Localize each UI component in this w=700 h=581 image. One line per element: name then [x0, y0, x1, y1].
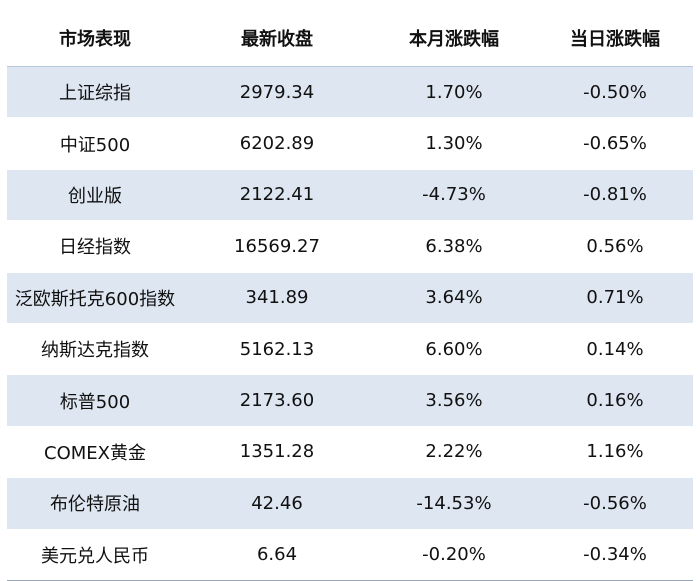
cell-market: 上证综指	[7, 66, 183, 119]
cell-latest-close: 5162.13	[183, 323, 371, 376]
market-performance-table: 市场表现 最新收盘 本月涨跌幅 当日涨跌幅 上证综指 2979.34 1.70%…	[7, 10, 693, 581]
cell-month-change: 1.70%	[371, 66, 537, 119]
cell-market: 中证500	[7, 117, 183, 170]
cell-month-change: 3.56%	[371, 374, 537, 427]
cell-month-change: -0.20%	[371, 529, 537, 581]
cell-latest-close: 2122.41	[183, 169, 371, 222]
cell-latest-close: 2979.34	[183, 66, 371, 119]
table-row: 标普500 2173.60 3.56% 0.16%	[7, 374, 693, 427]
cell-latest-close: 1351.28	[183, 426, 371, 479]
cell-latest-close: 16569.27	[183, 220, 371, 273]
table-row: 上证综指 2979.34 1.70% -0.50%	[7, 66, 693, 119]
cell-day-change: -0.56%	[537, 477, 693, 530]
cell-day-change: 0.71%	[537, 272, 693, 324]
cell-day-change: -0.81%	[537, 169, 693, 222]
table-row: 日经指数 16569.27 6.38% 0.56%	[7, 220, 693, 273]
cell-latest-close: 2173.60	[183, 374, 371, 427]
cell-month-change: 6.38%	[371, 220, 537, 273]
cell-day-change: 0.14%	[537, 323, 693, 376]
cell-month-change: 6.60%	[371, 323, 537, 376]
cell-day-change: -0.65%	[537, 117, 693, 170]
cell-market: 布伦特原油	[7, 477, 183, 530]
table-row: 纳斯达克指数 5162.13 6.60% 0.14%	[7, 323, 693, 376]
cell-market: 标普500	[7, 374, 183, 427]
table-row: 中证500 6202.89 1.30% -0.65%	[7, 117, 693, 170]
cell-day-change: -0.50%	[537, 66, 693, 119]
cell-day-change: 0.56%	[537, 220, 693, 273]
cell-month-change: 2.22%	[371, 426, 537, 479]
header-latest-close: 最新收盘	[183, 10, 371, 67]
table-row: 创业版 2122.41 -4.73% -0.81%	[7, 169, 693, 222]
cell-market: 纳斯达克指数	[7, 323, 183, 376]
cell-market: 泛欧斯托克600指数	[7, 272, 183, 324]
header-month-change: 本月涨跌幅	[371, 10, 537, 67]
cell-month-change: -4.73%	[371, 169, 537, 222]
cell-market: COMEX黄金	[7, 426, 183, 479]
market-performance-table-container: 市场表现 最新收盘 本月涨跌幅 当日涨跌幅 上证综指 2979.34 1.70%…	[7, 10, 693, 581]
cell-latest-close: 6.64	[183, 529, 371, 581]
header-day-change: 当日涨跌幅	[537, 10, 693, 67]
table-row: 美元兑人民币 6.64 -0.20% -0.34%	[7, 529, 693, 581]
cell-market: 日经指数	[7, 220, 183, 273]
header-row: 市场表现 最新收盘 本月涨跌幅 当日涨跌幅	[7, 10, 693, 67]
cell-latest-close: 6202.89	[183, 117, 371, 170]
cell-latest-close: 42.46	[183, 477, 371, 530]
cell-month-change: 1.30%	[371, 117, 537, 170]
cell-latest-close: 341.89	[183, 272, 371, 324]
table-header: 市场表现 最新收盘 本月涨跌幅 当日涨跌幅	[7, 10, 693, 67]
cell-day-change: -0.34%	[537, 529, 693, 581]
table-row: COMEX黄金 1351.28 2.22% 1.16%	[7, 426, 693, 479]
cell-day-change: 1.16%	[537, 426, 693, 479]
table-body: 上证综指 2979.34 1.70% -0.50% 中证500 6202.89 …	[7, 66, 693, 581]
table-row: 布伦特原油 42.46 -14.53% -0.56%	[7, 477, 693, 530]
cell-day-change: 0.16%	[537, 374, 693, 427]
cell-market: 美元兑人民币	[7, 529, 183, 581]
cell-market: 创业版	[7, 169, 183, 222]
header-market: 市场表现	[7, 10, 183, 67]
cell-month-change: -14.53%	[371, 477, 537, 530]
table-row: 泛欧斯托克600指数 341.89 3.64% 0.71%	[7, 272, 693, 324]
cell-month-change: 3.64%	[371, 272, 537, 324]
